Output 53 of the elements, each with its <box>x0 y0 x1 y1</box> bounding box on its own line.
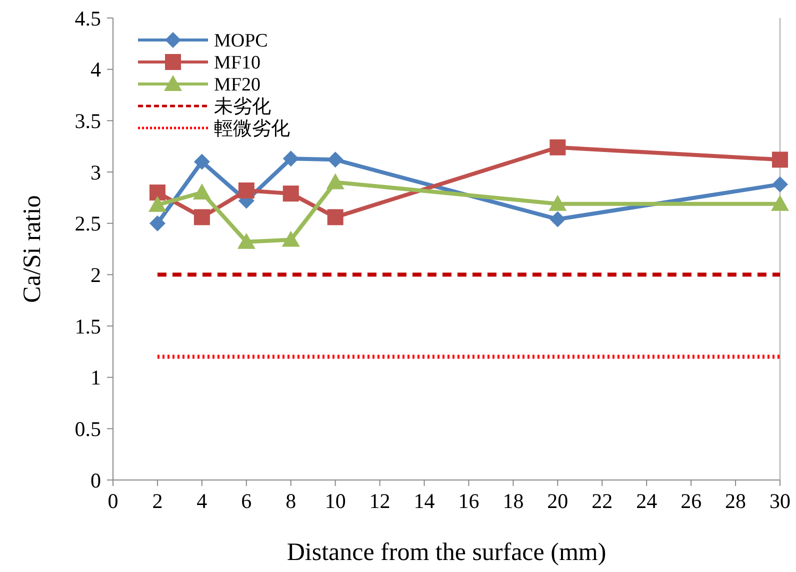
point <box>238 182 254 198</box>
x-tick-label: 24 <box>636 489 658 513</box>
y-tick-label: 1 <box>90 366 101 390</box>
x-tick-label: 30 <box>770 489 790 513</box>
x-tick-label: 20 <box>547 489 568 513</box>
point <box>282 186 299 202</box>
point <box>192 184 211 200</box>
legend-label: 輕微劣化 <box>214 118 290 140</box>
point <box>194 154 210 170</box>
point <box>548 194 567 211</box>
legend-label: MF20 <box>214 74 260 96</box>
y-tick-label: 0 <box>90 468 101 492</box>
y-tick-label: 4.5 <box>74 6 101 30</box>
point <box>149 215 166 232</box>
point <box>550 211 566 228</box>
point <box>149 184 166 201</box>
point <box>327 209 344 226</box>
point <box>326 173 344 190</box>
x-tick-label: 14 <box>414 489 436 513</box>
point <box>194 209 210 226</box>
point <box>237 232 256 249</box>
point <box>282 230 300 247</box>
x-tick-label: 10 <box>324 489 346 513</box>
legend-label: MOPC <box>214 30 268 52</box>
x-tick-label: 4 <box>196 489 208 513</box>
x-tick-label: 8 <box>286 489 296 513</box>
x-tick-label: 26 <box>680 489 702 513</box>
point <box>772 152 788 168</box>
y-tick-label: 0.5 <box>74 417 101 442</box>
x-tick-label: 16 <box>458 489 480 513</box>
x-tick-label: 2 <box>152 489 163 513</box>
y-tick-label: 2 <box>90 263 101 288</box>
y-axis-title: Ca/Si ratio <box>19 195 46 303</box>
x-tick-label: 18 <box>502 489 524 513</box>
x-tick-label: 0 <box>108 489 118 513</box>
point <box>771 194 789 211</box>
y-tick-label: 4 <box>90 58 102 82</box>
y-tick-label: 3.5 <box>74 109 101 134</box>
y-tick-label: 3 <box>90 160 101 184</box>
point <box>772 176 788 192</box>
x-tick-label: 28 <box>725 489 746 513</box>
x-tick-label: 12 <box>369 489 390 513</box>
point <box>148 196 166 212</box>
legend-label: MF10 <box>214 52 260 74</box>
x-axis-title: Distance from the surface (mm) <box>286 539 606 566</box>
point <box>550 139 566 156</box>
x-tick-label: 22 <box>592 489 613 513</box>
legend-label: 未劣化 <box>214 96 271 118</box>
y-tick-label: 1.5 <box>74 314 101 338</box>
x-tick-label: 6 <box>241 489 252 513</box>
point <box>282 150 299 167</box>
y-tick-label: 2.5 <box>74 212 101 236</box>
point <box>327 152 344 168</box>
